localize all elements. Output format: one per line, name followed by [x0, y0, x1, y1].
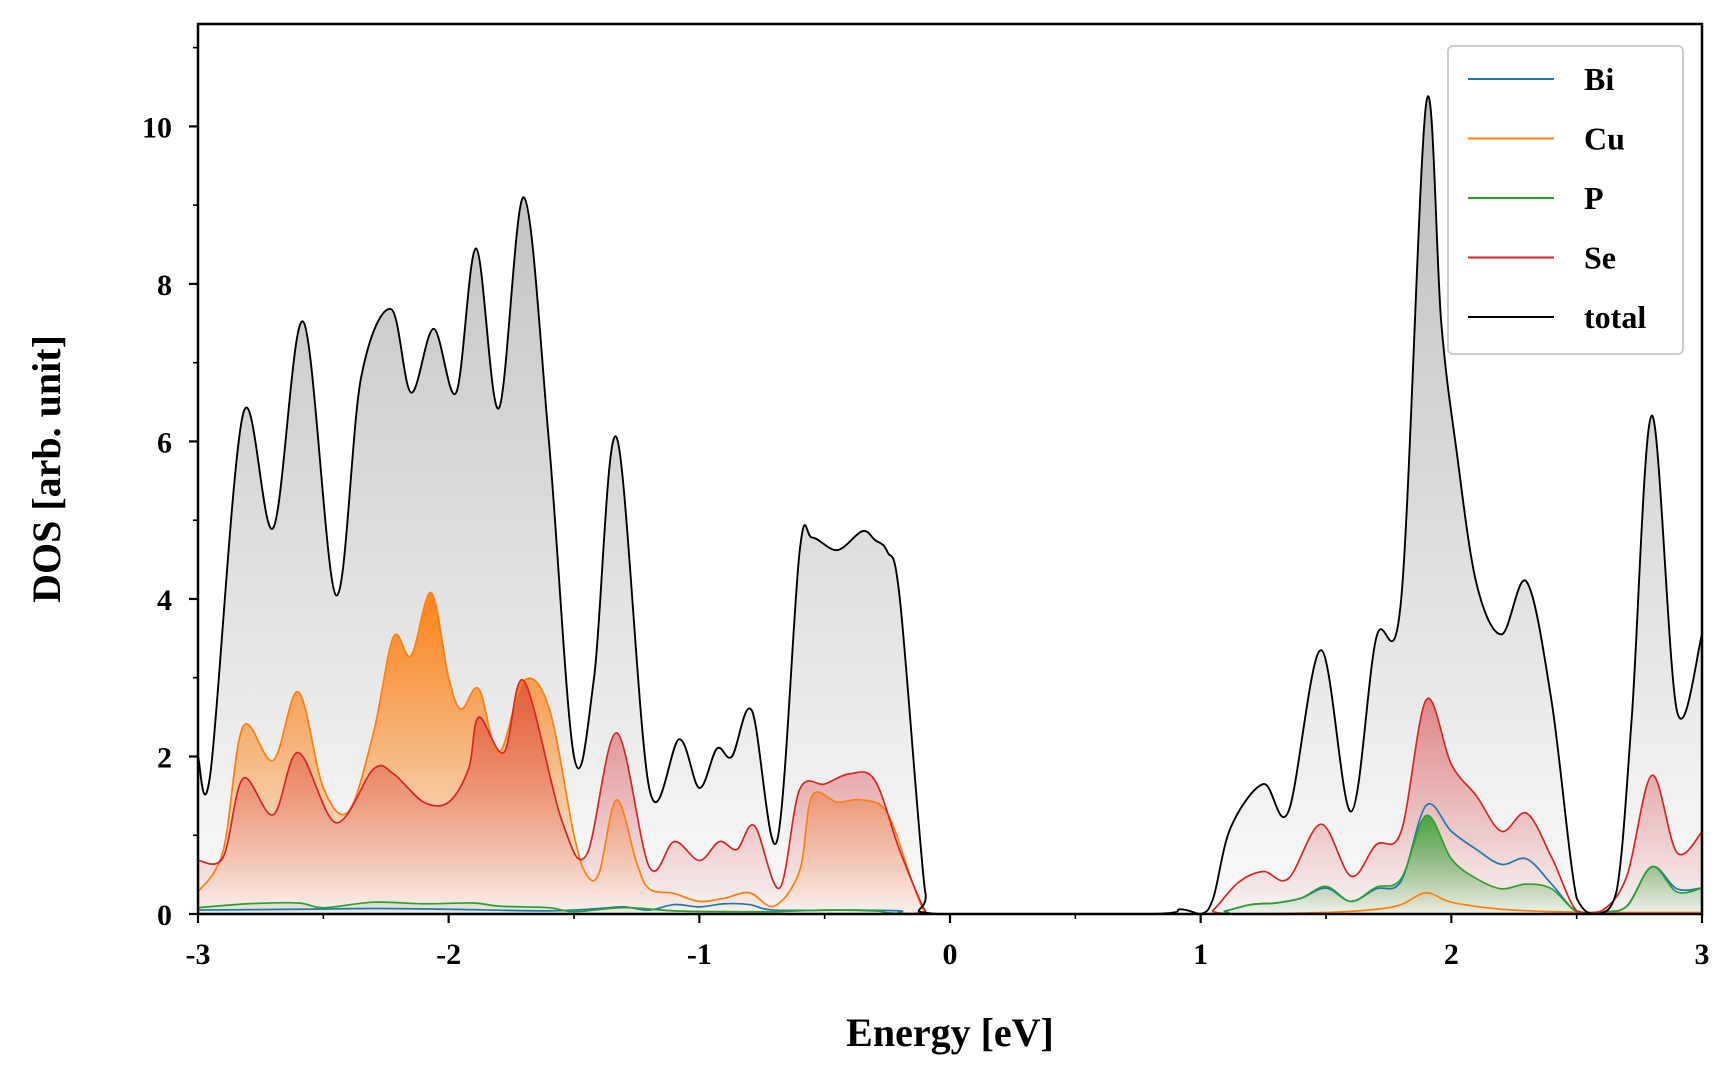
x-tick-label: 3 [1695, 938, 1710, 971]
axis-ticks [189, 46, 1704, 923]
area-fill-se [198, 679, 1702, 914]
axis-tick-labels: -3 -2 -1 0 1 2 3 0 2 4 6 8 10 [142, 111, 1710, 971]
series-line-cu [197, 591, 1703, 915]
series-lines [197, 95, 1703, 915]
x-tick-label: -2 [436, 938, 461, 971]
x-tick-label: 2 [1444, 938, 1459, 971]
area-fill-total [198, 96, 1702, 914]
legend-label-p: P [1584, 180, 1604, 216]
y-axis-title: DOS [arb. unit] [24, 335, 69, 603]
y-tick-label: 2 [157, 741, 172, 774]
legend-label-bi: Bi [1584, 61, 1614, 97]
x-axis-title: Energy [eV] [846, 1010, 1054, 1055]
x-tick-label: 1 [1193, 938, 1208, 971]
area-fill-p [198, 815, 1702, 914]
legend-label-total: total [1584, 299, 1646, 335]
x-tick-label: 0 [943, 938, 958, 971]
legend-label-se: Se [1584, 240, 1616, 276]
series-line-se [197, 679, 1703, 915]
y-tick-label: 0 [157, 899, 172, 932]
legend-box [1447, 45, 1684, 355]
legend: Bi Cu P Se total [1447, 45, 1684, 355]
y-tick-label: 10 [142, 111, 172, 144]
series-line-p [197, 814, 1703, 915]
x-tick-label: -1 [687, 938, 712, 971]
legend-label-cu: Cu [1584, 121, 1625, 157]
x-tick-label: -3 [186, 938, 211, 971]
y-tick-label: 6 [157, 426, 172, 459]
y-tick-label: 4 [157, 584, 172, 617]
series-line-total [197, 95, 1703, 915]
y-tick-label: 8 [157, 269, 172, 302]
